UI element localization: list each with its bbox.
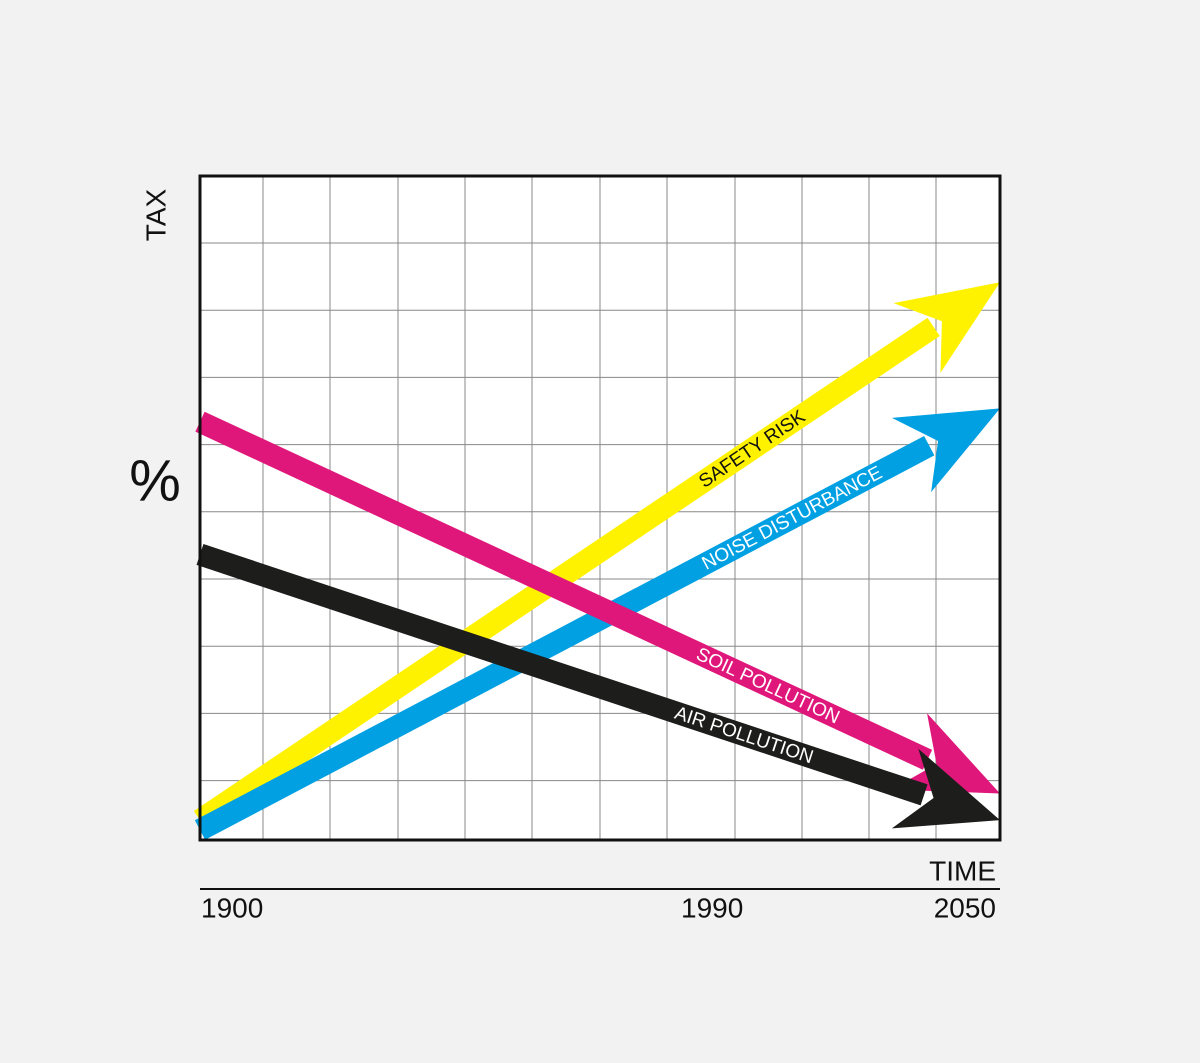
x-tick-label: 2050 xyxy=(934,892,996,923)
series-line xyxy=(193,317,940,830)
y-axis-label: TAX xyxy=(140,188,171,241)
arrow-head xyxy=(891,408,1000,493)
x-tick-label: 1900 xyxy=(201,892,263,923)
x-tick-label: 1990 xyxy=(681,892,743,923)
arrow-head xyxy=(891,748,1000,829)
series-line xyxy=(196,544,928,806)
x-axis-label: TIME xyxy=(929,855,996,886)
series-line xyxy=(194,435,935,840)
y-unit-label: % xyxy=(129,448,181,513)
plot-border xyxy=(198,174,1002,842)
arrow-head xyxy=(893,282,1000,373)
arrow-head xyxy=(891,713,1000,794)
series-line xyxy=(195,411,933,770)
